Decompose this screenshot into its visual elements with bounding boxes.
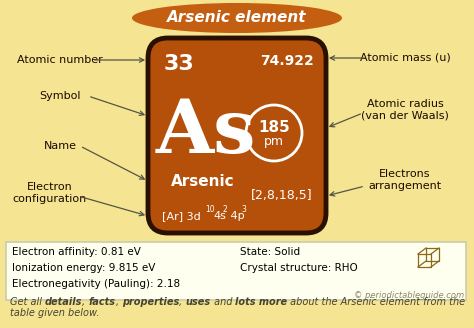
Text: 2: 2 (223, 206, 228, 215)
Text: ,: , (116, 297, 122, 307)
Text: Name: Name (44, 141, 76, 151)
Text: Atomic mass (u): Atomic mass (u) (360, 53, 450, 63)
Text: 3: 3 (241, 206, 246, 215)
Text: table given below.: table given below. (10, 308, 100, 318)
Text: © periodictableguide.com: © periodictableguide.com (354, 292, 464, 300)
Text: [2,8,18,5]: [2,8,18,5] (251, 190, 313, 202)
Text: ,: , (82, 297, 89, 307)
Text: Get all: Get all (10, 297, 45, 307)
FancyBboxPatch shape (148, 38, 326, 233)
Text: Arsenic: Arsenic (171, 174, 235, 189)
Text: Electron affinity: 0.81 eV: Electron affinity: 0.81 eV (12, 247, 141, 257)
Text: facts: facts (89, 297, 116, 307)
Text: ,: , (179, 297, 185, 307)
Text: Electrons
arrangement: Electrons arrangement (368, 169, 442, 191)
Text: Crystal structure: RHO: Crystal structure: RHO (240, 263, 358, 273)
Text: Atomic number: Atomic number (17, 55, 103, 65)
Text: and: and (210, 297, 235, 307)
Text: Arsenic element: Arsenic element (167, 10, 307, 26)
Ellipse shape (132, 3, 342, 33)
Text: State: Solid: State: Solid (240, 247, 300, 257)
Text: 74.922: 74.922 (260, 54, 314, 68)
Text: 4p: 4p (227, 211, 245, 221)
Text: details: details (45, 297, 82, 307)
Text: uses: uses (185, 297, 210, 307)
Text: Atomic radius
(van der Waals): Atomic radius (van der Waals) (361, 99, 449, 121)
Text: As: As (156, 96, 256, 170)
FancyBboxPatch shape (6, 242, 466, 300)
Text: 4s: 4s (213, 211, 226, 221)
Text: lots more: lots more (235, 297, 287, 307)
Text: about the Arsenic element from the: about the Arsenic element from the (287, 297, 465, 307)
Text: 185: 185 (258, 119, 290, 134)
Text: Electronegativity (Pauling): 2.18: Electronegativity (Pauling): 2.18 (12, 279, 180, 289)
Text: Ionization energy: 9.815 eV: Ionization energy: 9.815 eV (12, 263, 155, 273)
Text: Electron
configuration: Electron configuration (13, 182, 87, 204)
Text: properties: properties (122, 297, 179, 307)
Text: [Ar] 3d: [Ar] 3d (162, 211, 201, 221)
Text: pm: pm (264, 134, 284, 148)
Text: Symbol: Symbol (39, 91, 81, 101)
Text: 33: 33 (164, 54, 195, 74)
Text: 10: 10 (205, 206, 215, 215)
